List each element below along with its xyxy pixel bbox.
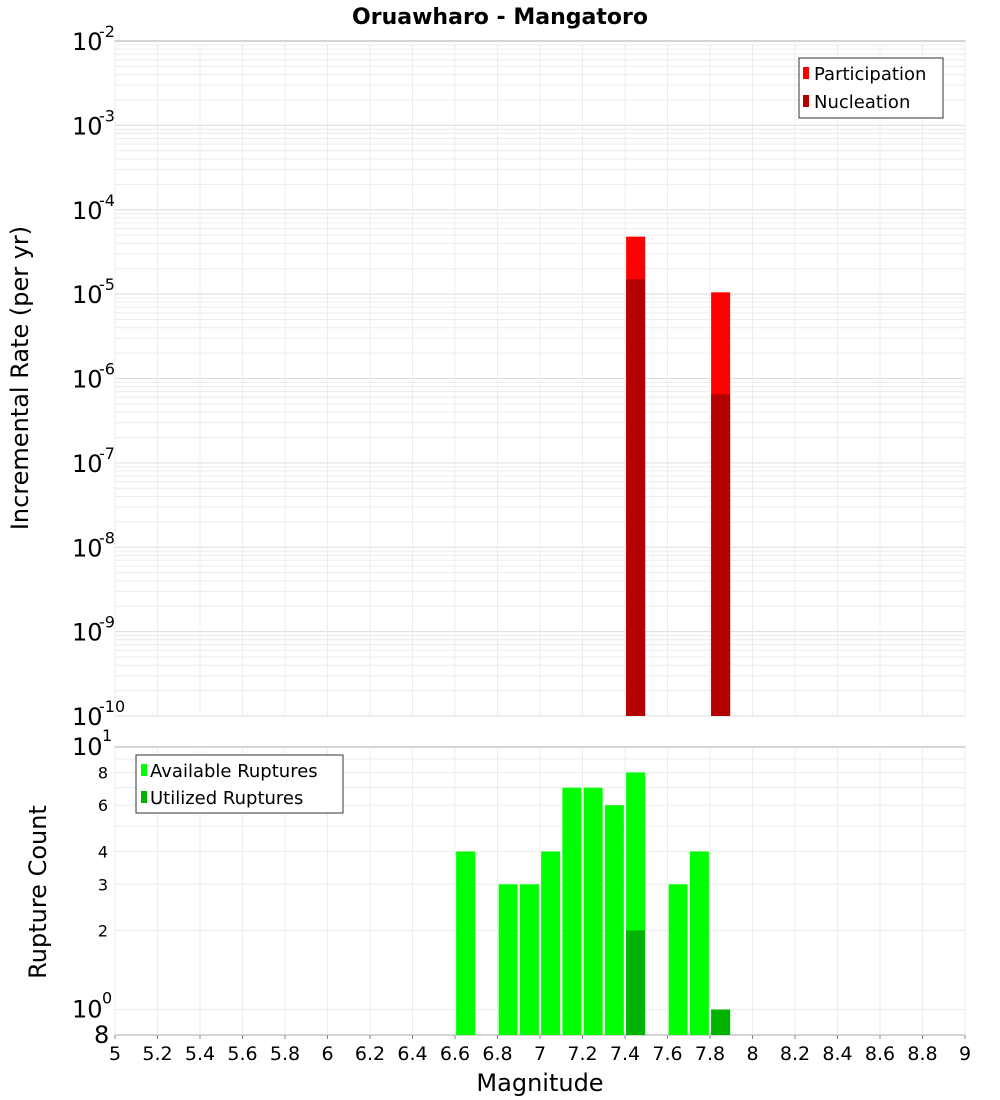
x-tick-label: 7.8 [695, 1043, 725, 1065]
bottom-y-tick-label: 3 [98, 875, 108, 894]
top-legend: Participation Nucleation [798, 57, 944, 119]
bottom-y-tick-label: 4 [98, 842, 108, 861]
top-y-tick-exponent: -4 [99, 191, 115, 210]
bottom-bar-available-ruptures [456, 851, 476, 1035]
top-y-tick-exponent: -7 [99, 444, 115, 463]
x-tick-label: 7 [534, 1043, 546, 1065]
top-y-tick-label: 10 [72, 366, 103, 394]
top-y-tick-label: 10 [72, 112, 103, 140]
bottom-bar-available-ruptures [583, 787, 603, 1035]
top-y-tick-exponent: -10 [99, 697, 125, 716]
top-y-tick-exponent: -2 [99, 22, 115, 41]
legend-swatch-available [141, 764, 147, 776]
bottom-bar-available-ruptures [519, 884, 539, 1035]
bottom-legend: Available Ruptures Utilized Ruptures [135, 754, 344, 814]
top-legend-box [798, 57, 944, 119]
legend-label-utilized: Utilized Ruptures [150, 788, 303, 809]
bottom-bars [456, 772, 731, 1035]
top-bars [626, 236, 731, 716]
top-y-tick-label: 10 [72, 450, 103, 478]
top-y-tick-exponent: -6 [99, 360, 115, 379]
x-tick-label: 5.2 [142, 1043, 172, 1065]
x-tick-label: 7.2 [567, 1043, 597, 1065]
top-y-tick-label: 10 [72, 28, 103, 56]
x-tick-label: 6 [321, 1043, 333, 1065]
legend-swatch-participation [803, 67, 809, 79]
x-tick-label: 9 [959, 1043, 971, 1065]
top-y-axis-label: Incremental Rate (per yr) [6, 226, 34, 530]
top-y-tick-exponent: -5 [99, 275, 115, 294]
top-grid [114, 41, 966, 717]
top-y-tick-label: 10 [72, 703, 103, 731]
x-tick-label: 5.8 [270, 1043, 300, 1065]
top-y-tick-exponent: -3 [99, 106, 115, 125]
bottom-y-decade-exponent: 1 [102, 726, 112, 745]
top-y-tick-label: 10 [72, 619, 103, 647]
bottom-bar-available-ruptures [689, 851, 709, 1035]
legend-swatch-utilized [141, 791, 147, 803]
top-y-tick-label: 10 [72, 534, 103, 562]
bottom-y-axis-label: Rupture Count [24, 805, 52, 979]
top-y-tick-exponent: -9 [99, 613, 115, 632]
x-tick-label: 8.4 [822, 1043, 852, 1065]
x-tick-label: 5.4 [185, 1043, 215, 1065]
bottom-y-decade-exponent: 0 [102, 989, 112, 1008]
top-y-tick-label: 10 [72, 197, 103, 225]
legend-label-participation: Participation [814, 64, 926, 85]
x-tick-label: 8.8 [907, 1043, 937, 1065]
bottom-legend-box [135, 754, 344, 814]
x-tick-label: 7.6 [652, 1043, 682, 1065]
bottom-bar-utilized-ruptures [711, 1009, 731, 1035]
x-tick-label: 8.2 [780, 1043, 810, 1065]
legend-swatch-nucleation [803, 95, 809, 107]
bottom-bar-available-ruptures [562, 787, 582, 1035]
x-tick-label: 6.4 [397, 1043, 427, 1065]
x-tick-label: 7.4 [610, 1043, 640, 1065]
x-tick-label: 5.6 [227, 1043, 257, 1065]
top-bar-nucleation [626, 279, 646, 716]
x-axis-label: Magnitude [476, 1069, 603, 1097]
legend-label-available: Available Ruptures [150, 761, 318, 782]
legend-label-nucleation: Nucleation [814, 92, 910, 113]
x-tick-label: 5 [109, 1043, 121, 1065]
x-tick-label: 6.8 [482, 1043, 512, 1065]
bottom-y-tick-label: 6 [98, 796, 108, 815]
chart-title: Oruawharo - Mangatoro [352, 5, 648, 30]
bottom-y-decade-label: 10 [72, 996, 103, 1024]
bottom-y-decade-label: 10 [72, 733, 103, 761]
bottom-y-tick-label: 2 [98, 922, 108, 941]
top-y-tick-label: 10 [72, 281, 103, 309]
bottom-bar-available-ruptures [541, 851, 561, 1035]
x-ticks: 5 5.2 5.4 5.6 5.8 6 6.2 6.4 6.6 6.8 7 7.2 7.4 7.6 7.8 8… [109, 1035, 971, 1065]
x-tick-label: 8 [746, 1043, 758, 1065]
bottom-bar-available-ruptures [498, 884, 518, 1035]
bottom-bar-utilized-ruptures [626, 930, 646, 1035]
bottom-y-min-label: 8 [94, 1021, 109, 1049]
top-bar-nucleation [711, 394, 731, 716]
x-tick-label: 8.6 [865, 1043, 895, 1065]
bottom-bar-available-ruptures [668, 884, 688, 1035]
bottom-bar-available-ruptures [604, 805, 624, 1035]
x-tick-label: 6.6 [440, 1043, 470, 1065]
bottom-y-tick-label: 8 [98, 763, 108, 782]
top-y-tick-exponent: -8 [99, 528, 115, 547]
x-tick-label: 6.2 [355, 1043, 385, 1065]
